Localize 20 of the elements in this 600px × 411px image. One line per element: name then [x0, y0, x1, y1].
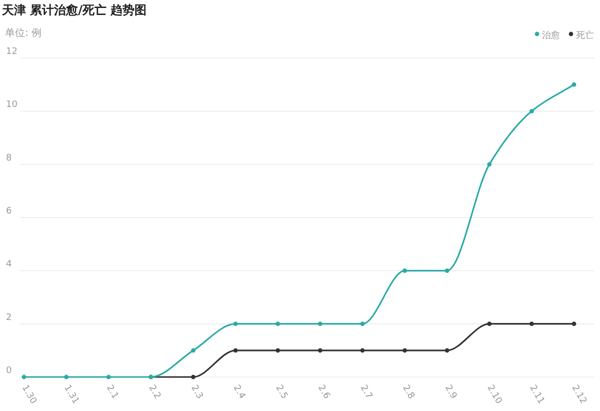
y-tick-label: 6: [6, 206, 12, 216]
y-axis-title: 单位: 例: [5, 27, 42, 39]
x-tick-label: 2.1: [104, 384, 120, 401]
x-tick-label: 2.9: [442, 384, 458, 402]
legend-label: 死亡: [576, 30, 594, 41]
chart-title: 天津 累计治愈/死亡 趋势图: [1, 3, 147, 17]
legend-label: 治愈: [542, 30, 560, 41]
x-tick-label: 2.2: [146, 384, 162, 401]
y-tick-label: 2: [6, 312, 12, 323]
y-tick-label: 4: [6, 260, 12, 270]
x-tick-label: 2.6: [316, 384, 332, 402]
y-tick-label: 10: [6, 100, 18, 110]
x-tick-label: 2.3: [188, 384, 204, 401]
x-tick-label: 2.8: [400, 384, 416, 402]
y-tick-label: 12: [6, 47, 18, 57]
x-tick-label: 2.5: [273, 384, 290, 401]
y-tick-label: 8: [6, 153, 12, 164]
y-tick-label: 0: [6, 366, 12, 376]
x-tick-label: 2.7: [358, 384, 374, 401]
x-tick-label: 2.4: [230, 384, 247, 402]
